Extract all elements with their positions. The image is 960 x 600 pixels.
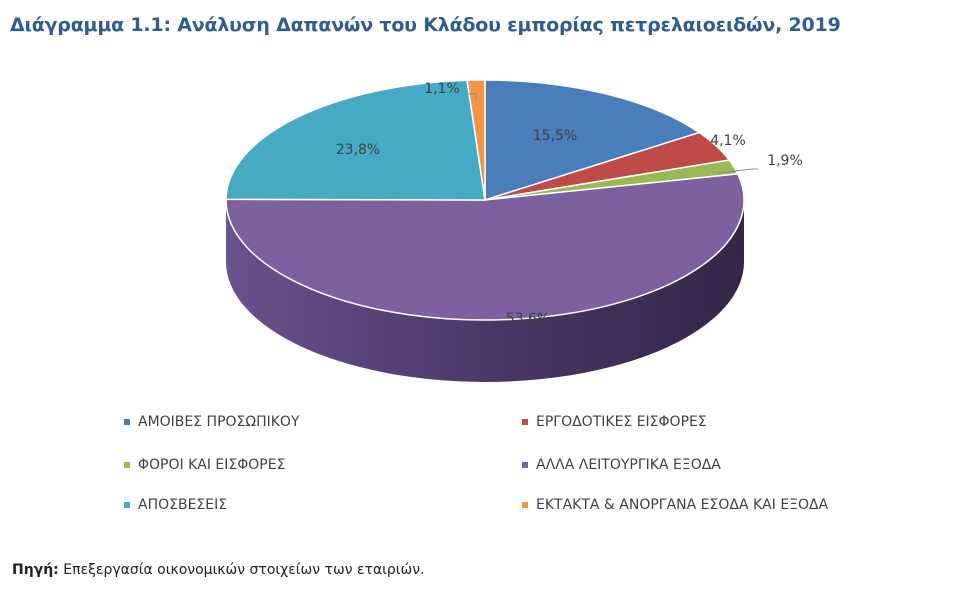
source-text: Επεξεργασία οικονομικών στοιχείων των ετ… — [58, 562, 425, 578]
legend-label: ΑΠΟΣΒΕΣΕΙΣ — [138, 497, 228, 513]
chart-title: Διάγραμμα 1.1: Ανάλυση Δαπανών του Κλάδο… — [10, 14, 841, 36]
pie-slice — [466, 79, 486, 201]
legend-item-aposveseis: ΑΠΟΣΒΕΣΕΙΣ — [124, 497, 227, 513]
pie-side-face — [226, 200, 744, 382]
source-note: Πηγή: Επεξεργασία οικονομικών στοιχείων … — [12, 562, 425, 578]
pie-slice — [225, 79, 486, 201]
pie-slice — [484, 79, 701, 202]
legend-swatch — [522, 419, 528, 425]
legend-item-foroi: ΦΟΡΟΙ ΚΑΙ ΕΙΣΦΟΡΕΣ — [124, 457, 285, 473]
legend-swatch — [124, 462, 130, 468]
pie-slices — [225, 79, 745, 321]
legend-label: ΕΚΤΑΚΤΑ & ΑΝΟΡΓΑΝΑ ΕΣΟΔΑ ΚΑΙ ΕΞΟΔΑ — [536, 497, 829, 513]
data-label: 15,5% — [533, 128, 577, 144]
data-label: 1,9% — [767, 153, 803, 169]
leader-line — [466, 93, 477, 102]
legend-item-ektakta: ΕΚΤΑΚΤΑ & ΑΝΟΡΓΑΝΑ ΕΣΟΔΑ ΚΑΙ ΕΞΟΔΑ — [522, 497, 828, 513]
leader-line — [717, 168, 758, 174]
legend-item-amoives: ΑΜΟΙΒΕΣ ΠΡΟΣΩΠΙΚΟΥ — [124, 414, 300, 430]
legend-item-ergodotikes: ΕΡΓΟΔΟΤΙΚΕΣ ΕΙΣΦΟΡΕΣ — [522, 414, 707, 430]
legend-label: ΦΟΡΟΙ ΚΑΙ ΕΙΣΦΟΡΕΣ — [138, 457, 286, 473]
source-prefix: Πηγή: — [12, 562, 59, 578]
legend-swatch — [522, 462, 528, 468]
leader-lines — [466, 93, 758, 174]
legend-label: ΑΛΛΑ ΛΕΙΤΟΥΡΓΙΚΑ ΕΞΟΔΑ — [536, 457, 721, 473]
legend-swatch — [124, 419, 130, 425]
data-label: 53,6% — [506, 311, 550, 327]
legend-swatch — [124, 502, 130, 508]
data-labels: 15,5% 4,1% 1,9% 53,6% 23,8% 1,1% — [336, 81, 803, 327]
legend-item-alla-leitourgika: ΑΛΛΑ ΛΕΙΤΟΥΡΓΙΚΑ ΕΞΟΔΑ — [522, 457, 721, 473]
pie-slice — [225, 173, 745, 321]
data-label: 23,8% — [336, 142, 380, 158]
legend-label: ΕΡΓΟΔΟΤΙΚΕΣ ΕΙΣΦΟΡΕΣ — [536, 414, 707, 430]
pie-side-wall — [226, 200, 744, 382]
data-label: 4,1% — [710, 133, 746, 149]
data-label: 1,1% — [424, 81, 460, 97]
legend-label: ΑΜΟΙΒΕΣ ΠΡΟΣΩΠΙΚΟΥ — [138, 414, 300, 430]
legend-swatch — [522, 502, 528, 508]
